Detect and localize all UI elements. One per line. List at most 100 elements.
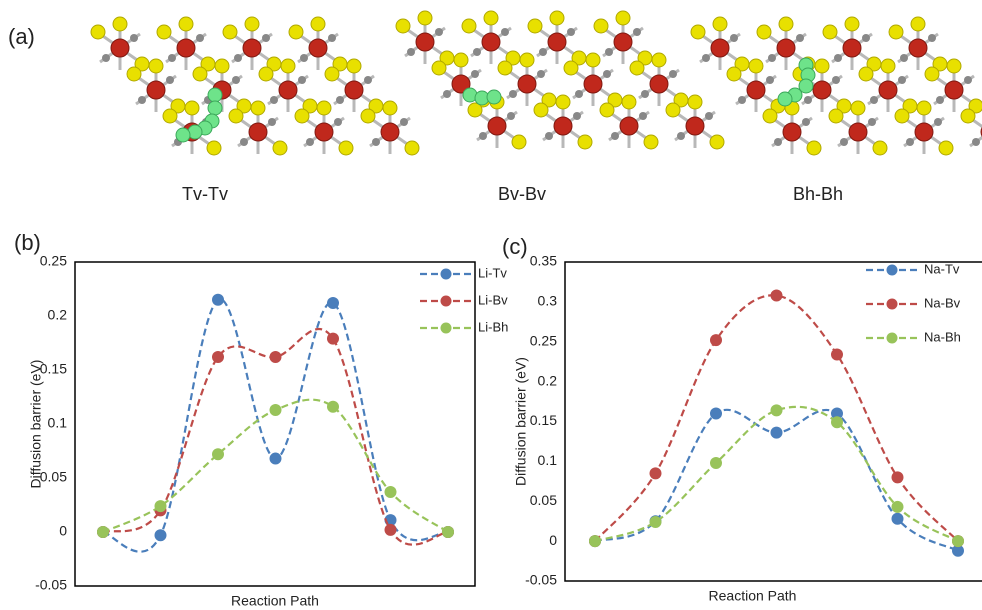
- data-point: [269, 351, 282, 364]
- y-tick-label: 0.05: [40, 469, 67, 485]
- atom-s: [156, 24, 172, 40]
- panel-label: (a): [8, 24, 35, 49]
- atom-m: [308, 38, 328, 58]
- legend-marker: [440, 268, 452, 280]
- atom-c: [639, 112, 647, 120]
- atom-c: [900, 54, 908, 62]
- structures: [90, 10, 982, 156]
- data-point: [831, 348, 843, 361]
- x-axis-label: Reaction Path: [231, 593, 319, 609]
- data-point: [831, 416, 843, 429]
- data-point: [97, 526, 109, 538]
- atom-m: [278, 80, 298, 100]
- atom-s: [585, 52, 601, 68]
- atom-c: [545, 132, 553, 140]
- atom-s: [162, 108, 178, 124]
- atom-c: [796, 34, 804, 42]
- y-tick-label: 0: [549, 532, 557, 548]
- atom-s: [346, 58, 362, 74]
- y-tick-label: 0.35: [530, 253, 557, 269]
- atom-m: [583, 74, 603, 94]
- atom-m: [685, 116, 705, 136]
- atom-m: [176, 38, 196, 58]
- atom-m: [380, 122, 400, 142]
- atom-c: [473, 48, 481, 56]
- data-point: [710, 334, 722, 347]
- data-point: [327, 297, 339, 310]
- atom-c: [870, 96, 878, 104]
- atom-c: [364, 76, 372, 84]
- y-tick-label: 0.05: [530, 492, 557, 508]
- atom-m: [314, 122, 334, 142]
- atom-s: [417, 10, 433, 26]
- y-tick-label: 0.15: [530, 412, 557, 428]
- atom-m: [613, 32, 633, 52]
- atom-s: [404, 140, 420, 156]
- panel-label: (b): [14, 230, 41, 255]
- atom-c: [102, 54, 110, 62]
- y-tick-label: 0.25: [530, 332, 557, 348]
- atom-c: [507, 112, 515, 120]
- atom-c: [407, 48, 415, 56]
- y-tick-label: 0.1: [538, 452, 558, 468]
- atom-m: [619, 116, 639, 136]
- atom-s: [258, 66, 274, 82]
- atom-c: [868, 118, 876, 126]
- atom-c: [936, 96, 944, 104]
- data-point: [269, 452, 282, 465]
- atom-s: [294, 108, 310, 124]
- atom-c: [738, 96, 746, 104]
- atom-c: [611, 132, 619, 140]
- atom-m: [944, 80, 964, 100]
- atom-s: [593, 18, 609, 34]
- atom-c: [328, 34, 336, 42]
- y-tick-label: -0.05: [35, 577, 67, 593]
- data-point: [891, 512, 904, 525]
- atom-s: [90, 24, 106, 40]
- structure-caption: Bv-Bv: [498, 184, 546, 204]
- legend-marker: [440, 322, 452, 334]
- atom-c: [774, 138, 782, 146]
- atom-s: [250, 100, 266, 116]
- atom-s: [280, 58, 296, 74]
- atom-m: [547, 32, 567, 52]
- atom-s: [288, 24, 304, 40]
- atom-c: [336, 96, 344, 104]
- data-point: [831, 407, 843, 420]
- atom-s: [858, 66, 874, 82]
- legend-marker: [886, 332, 898, 344]
- data-point: [952, 535, 964, 548]
- atom-m: [415, 32, 435, 52]
- atom-s: [651, 52, 667, 68]
- atom-s: [214, 58, 230, 74]
- atom-m: [782, 122, 802, 142]
- atom-c: [443, 90, 451, 98]
- atom-m: [842, 38, 862, 58]
- atom-s: [272, 140, 288, 156]
- atom-s: [726, 66, 742, 82]
- atom-c: [641, 90, 649, 98]
- x-axis-label: Reaction Path: [709, 588, 797, 604]
- atom-s: [184, 100, 200, 116]
- atom-s: [527, 18, 543, 34]
- panel-label: (c): [502, 234, 528, 259]
- atom-c: [537, 70, 545, 78]
- atom-c: [964, 76, 972, 84]
- atom-c: [509, 90, 517, 98]
- data-point: [649, 467, 662, 480]
- atom-c: [138, 96, 146, 104]
- atom-s: [395, 18, 411, 34]
- atom-c: [669, 70, 677, 78]
- atom-c: [677, 132, 685, 140]
- atom-c: [166, 76, 174, 84]
- atom-m: [710, 38, 730, 58]
- atom-s: [382, 100, 398, 116]
- legend-label: Na-Bh: [924, 329, 961, 344]
- atom-m: [146, 80, 166, 100]
- data-point: [269, 403, 282, 416]
- atom-s: [712, 16, 728, 32]
- data-point: [327, 332, 339, 345]
- atom-s: [555, 94, 571, 110]
- atom-c: [928, 34, 936, 42]
- atom-m: [517, 74, 537, 94]
